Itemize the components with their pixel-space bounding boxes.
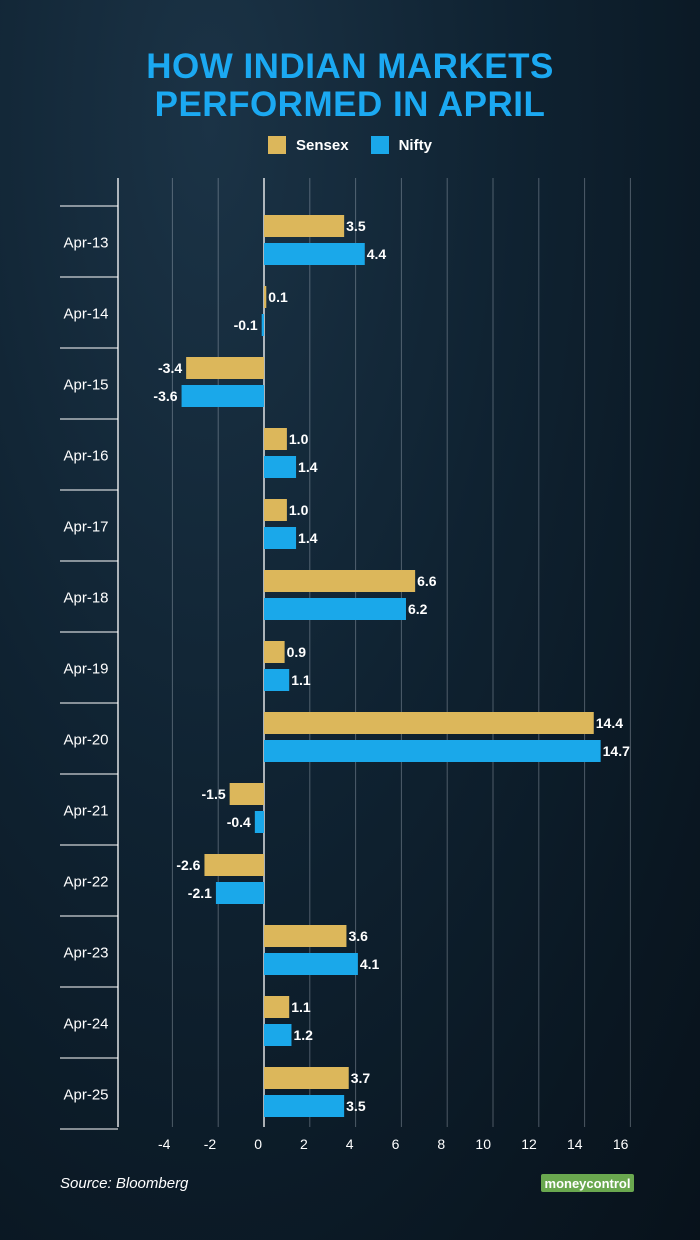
- x-tick-label-3: 2: [300, 1136, 308, 1152]
- value-label-nifty-3: 1.4: [298, 459, 318, 475]
- bar-sensex-6: [264, 641, 285, 663]
- value-label-sensex-3: 1.0: [289, 431, 309, 447]
- legend-swatch-nifty: [370, 136, 389, 154]
- x-tick-label-6: 8: [437, 1136, 445, 1152]
- value-label-nifty-12: 3.5: [346, 1098, 366, 1114]
- bar-nifty-0: [264, 243, 365, 265]
- category-label-1: Apr-14: [63, 306, 108, 323]
- category-label-7: Apr-20: [63, 732, 108, 749]
- title-line-1: HOW INDIAN MARKETS: [146, 47, 554, 86]
- x-tick-label-2: 0: [254, 1136, 262, 1152]
- category-label-6: Apr-19: [63, 661, 108, 678]
- value-label-nifty-1: -0.1: [234, 317, 258, 333]
- x-tick-label-8: 12: [521, 1136, 537, 1152]
- x-tick-label-1: -2: [204, 1136, 217, 1152]
- bar-nifty-6: [264, 669, 290, 691]
- category-label-8: Apr-21: [63, 803, 108, 820]
- x-tick-label-0: -4: [158, 1136, 171, 1152]
- bar-sensex-0: [264, 215, 345, 237]
- value-label-sensex-5: 6.6: [417, 573, 437, 589]
- bar-nifty-7: [264, 740, 601, 762]
- value-label-sensex-8: -1.5: [202, 786, 226, 802]
- bar-sensex-11: [264, 996, 290, 1018]
- value-label-nifty-2: -3.6: [153, 388, 177, 404]
- category-label-9: Apr-22: [63, 874, 108, 891]
- bar-sensex-8: [229, 783, 264, 805]
- bar-sensex-7: [264, 712, 594, 734]
- value-label-sensex-10: 3.6: [348, 928, 368, 944]
- legend-swatch-sensex: [268, 136, 287, 154]
- bar-nifty-3: [264, 456, 297, 478]
- category-label-3: Apr-16: [63, 448, 108, 465]
- x-tick-label-10: 16: [613, 1136, 629, 1152]
- category-label-11: Apr-24: [63, 1016, 108, 1033]
- category-label-2: Apr-15: [63, 377, 108, 394]
- value-label-sensex-1: 0.1: [268, 289, 288, 305]
- legend-label-nifty: Nifty: [398, 136, 432, 154]
- bar-sensex-1: [264, 286, 267, 308]
- bar-sensex-5: [264, 570, 416, 592]
- value-label-nifty-11: 1.2: [293, 1027, 313, 1043]
- bar-nifty-11: [264, 1024, 292, 1046]
- x-tick-label-5: 6: [392, 1136, 400, 1152]
- category-label-10: Apr-23: [63, 945, 108, 962]
- bar-nifty-12: [264, 1095, 345, 1117]
- bar-sensex-2: [186, 357, 264, 379]
- value-label-nifty-10: 4.1: [360, 956, 380, 972]
- value-label-sensex-12: 3.7: [351, 1070, 371, 1086]
- bar-sensex-10: [264, 925, 347, 947]
- title-line-2: PERFORMED IN APRIL: [154, 85, 546, 124]
- moneycontrol-logo: moneycontrol: [541, 1174, 634, 1192]
- value-label-nifty-7: 14.7: [603, 743, 630, 759]
- value-label-sensex-4: 1.0: [289, 502, 309, 518]
- bar-nifty-5: [264, 598, 406, 620]
- bar-nifty-1: [261, 314, 264, 336]
- value-label-sensex-2: -3.4: [158, 360, 182, 376]
- bar-sensex-3: [264, 428, 287, 450]
- bar-sensex-9: [204, 854, 264, 876]
- value-label-nifty-6: 1.1: [291, 672, 311, 688]
- category-label-5: Apr-18: [63, 590, 108, 607]
- x-tick-label-7: 10: [475, 1136, 491, 1152]
- x-tick-label-4: 4: [346, 1136, 354, 1152]
- category-label-4: Apr-17: [63, 519, 108, 536]
- bar-nifty-4: [264, 527, 297, 549]
- value-label-sensex-11: 1.1: [291, 999, 311, 1015]
- x-tick-label-9: 14: [567, 1136, 583, 1152]
- category-label-0: Apr-13: [63, 235, 108, 252]
- bar-sensex-12: [264, 1067, 349, 1089]
- category-label-12: Apr-25: [63, 1087, 108, 1104]
- value-label-sensex-9: -2.6: [176, 857, 200, 873]
- bar-nifty-10: [264, 953, 358, 975]
- chart-title: HOW INDIAN MARKETS PERFORMED IN APRIL: [0, 48, 700, 124]
- value-label-nifty-9: -2.1: [188, 885, 212, 901]
- legend-label-sensex: Sensex: [296, 136, 349, 154]
- legend-item-sensex: Sensex: [268, 136, 349, 154]
- value-label-nifty-4: 1.4: [298, 530, 318, 546]
- value-label-sensex-7: 14.4: [596, 715, 623, 731]
- bar-sensex-4: [264, 499, 287, 521]
- bar-nifty-8: [254, 811, 264, 833]
- bar-nifty-9: [215, 882, 264, 904]
- value-label-nifty-0: 4.4: [367, 246, 387, 262]
- bar-nifty-2: [181, 385, 264, 407]
- value-label-sensex-0: 3.5: [346, 218, 366, 234]
- value-label-nifty-5: 6.2: [408, 601, 428, 617]
- source-note: Source: Bloomberg: [60, 1175, 189, 1192]
- legend-item-nifty: Nifty: [370, 136, 432, 154]
- legend: Sensex Nifty: [0, 136, 700, 154]
- value-label-nifty-8: -0.4: [227, 814, 251, 830]
- value-label-sensex-6: 0.9: [287, 644, 307, 660]
